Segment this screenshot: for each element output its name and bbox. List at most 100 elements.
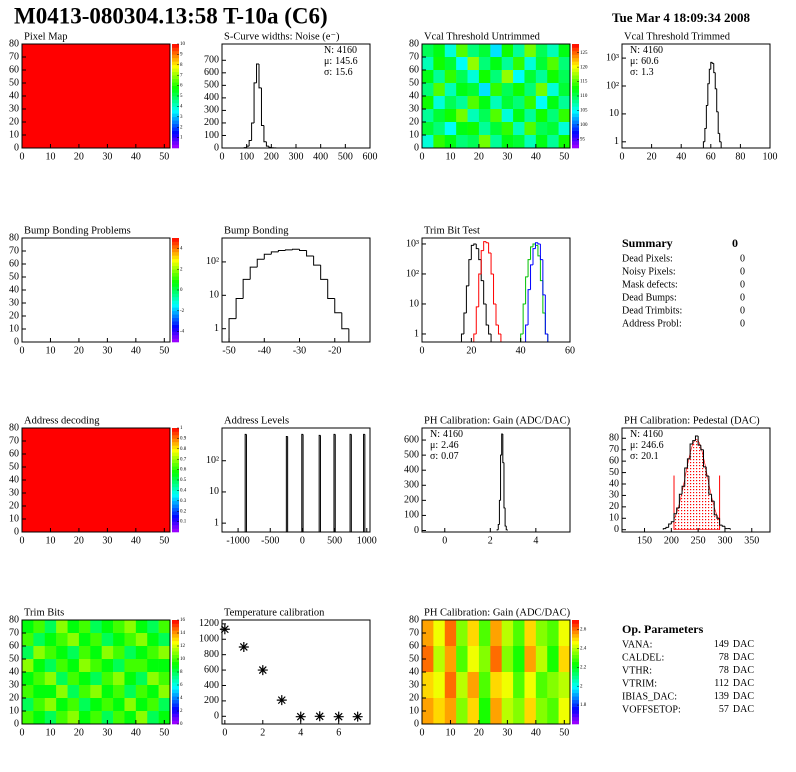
colorbar-step <box>572 661 579 666</box>
heatmap-cell <box>558 70 571 84</box>
colorbar-step <box>572 137 579 142</box>
heatmap-cell <box>490 44 502 58</box>
heatmap-cell <box>113 633 125 647</box>
heatmap-cell <box>547 135 559 149</box>
y-tick-label: 50 <box>9 653 19 664</box>
x-tick-label: 4 <box>533 535 538 546</box>
colorbar-step <box>172 141 179 145</box>
heatmap-cell <box>467 620 480 647</box>
colorbar-step <box>172 441 179 446</box>
heatmap-cell <box>513 83 525 97</box>
histogram-bin <box>708 68 711 84</box>
colorbar-step <box>172 54 179 59</box>
heatmap-cell <box>147 685 159 699</box>
heatmap-cell <box>124 698 137 712</box>
colorbar-label: 10 <box>180 42 186 47</box>
summary-label: Dead Bumps: <box>622 292 677 303</box>
colorbar-step <box>172 89 179 93</box>
colorbar-step <box>172 633 179 638</box>
y-tick-label: 60 <box>409 64 419 75</box>
colorbar-label: 125 <box>580 51 588 56</box>
star-marker <box>333 711 344 722</box>
stats-value: 1.3 <box>641 67 654 78</box>
y-tick-label: 80 <box>409 614 419 625</box>
plot-area <box>622 44 770 148</box>
y-tick-label: 400 <box>404 464 419 475</box>
heatmap-cell <box>33 659 46 673</box>
colorbar-step <box>572 696 579 701</box>
heatmap-cell <box>422 620 434 647</box>
summary-label: Dead Trimbits: <box>622 305 682 316</box>
heatmap-cell <box>422 70 434 84</box>
summary-value: 0 <box>740 253 745 264</box>
x-tick-label: 50 <box>559 151 569 162</box>
op-unit: DAC <box>733 691 754 702</box>
x-tick-label: 0 <box>620 151 625 162</box>
histogram-bin <box>284 249 293 251</box>
stats-name: N: <box>324 45 334 56</box>
heatmap-cell <box>22 633 34 647</box>
colorbar-step <box>172 462 179 467</box>
y-tick-label: 500 <box>204 80 219 91</box>
y-tick-label: 0 <box>14 718 19 729</box>
heatmap-cell <box>135 711 148 725</box>
heatmap-cell <box>456 620 468 647</box>
colorbar-step <box>172 661 179 666</box>
colorbar-label: 5 <box>180 94 183 99</box>
histogram-bin <box>721 525 725 527</box>
op-name: VANA: <box>622 639 652 650</box>
heatmap-cell <box>558 646 571 673</box>
y-tick-label: 1 <box>214 517 219 528</box>
colorbar-step <box>572 82 579 86</box>
heatmap-cell <box>90 711 102 725</box>
heatmap-cell <box>90 633 102 647</box>
colorbar-step <box>572 127 579 131</box>
histogram-bin <box>320 265 328 280</box>
heatmap-cell <box>467 109 480 123</box>
heatmap-cell <box>478 83 491 97</box>
x-tick-label: -30 <box>293 345 306 356</box>
y-tick-label: 700 <box>204 55 219 66</box>
histogram-bin <box>299 249 307 251</box>
heatmap-cell <box>513 70 525 84</box>
colorbar-step <box>172 521 179 526</box>
y-tick-label: 200 <box>204 695 219 706</box>
heatmap-cell <box>444 122 457 136</box>
heatmap-cell <box>433 70 446 84</box>
y-tick-label: 40 <box>9 666 19 677</box>
heatmap-cell <box>456 698 468 725</box>
x-tick-label: 50 <box>159 151 169 162</box>
y-tick-label: 70 <box>9 245 19 256</box>
heatmap-cell <box>56 620 68 634</box>
y-tick-label: 30 <box>9 487 19 498</box>
stats-name: N: <box>630 429 640 440</box>
heatmap-cell <box>90 672 102 686</box>
y-tick-label: 30 <box>409 679 419 690</box>
heatmap-cell <box>467 122 480 136</box>
heatmap-cell <box>513 57 525 71</box>
colorbar-label: -2 <box>180 309 185 314</box>
histogram-bin <box>341 312 349 330</box>
heatmap-cell <box>101 685 114 699</box>
heatmap-cell <box>478 57 491 71</box>
heatmap-cell <box>558 44 571 58</box>
heatmap-cell <box>547 57 559 71</box>
colorbar-step <box>172 682 179 687</box>
colorbar-step <box>572 672 579 676</box>
heatmap-cell <box>490 57 502 71</box>
heatmap-cell <box>490 672 502 699</box>
heatmap-cell <box>78 672 91 686</box>
histogram-bin <box>460 333 464 342</box>
colorbar-step <box>572 682 579 687</box>
heatmap-cell <box>513 96 525 110</box>
colorbar-step <box>172 75 179 79</box>
heatmap-cell <box>135 633 148 647</box>
colorbar-label: 7 <box>180 73 183 78</box>
histogram-bin <box>704 127 707 142</box>
heatmap-cell <box>558 96 571 110</box>
heatmap-cell <box>147 659 159 673</box>
colorbar-step <box>172 651 179 655</box>
heatmap-cell <box>535 122 548 136</box>
colorbar-label: 9 <box>180 53 183 58</box>
stats-name: μ: <box>324 56 332 67</box>
